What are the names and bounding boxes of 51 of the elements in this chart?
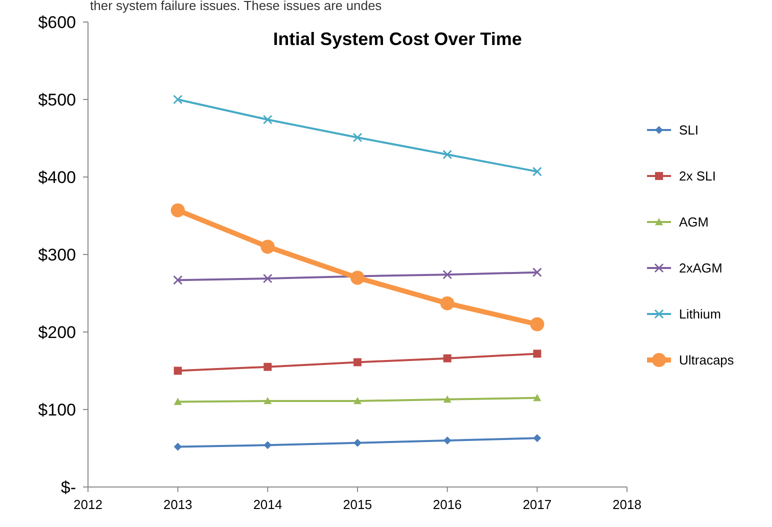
x-tick-label: 2016 bbox=[432, 497, 462, 512]
x-tick-label: 2017 bbox=[522, 497, 552, 512]
x-tick-label: 2014 bbox=[253, 497, 282, 512]
point bbox=[264, 441, 272, 450]
y-tick-label: $300 bbox=[38, 245, 76, 264]
point bbox=[264, 362, 272, 371]
x-tick-label: 2012 bbox=[74, 497, 102, 512]
point bbox=[533, 350, 542, 358]
y-tick-label: $400 bbox=[38, 168, 76, 187]
point bbox=[354, 358, 362, 366]
point bbox=[532, 268, 542, 278]
point bbox=[352, 132, 362, 142]
legend-label: 2xAGM bbox=[679, 260, 722, 276]
point bbox=[442, 150, 452, 160]
point bbox=[262, 274, 272, 284]
y-tick-label: $600 bbox=[38, 12, 76, 32]
point bbox=[174, 442, 182, 451]
point bbox=[354, 396, 362, 404]
point bbox=[532, 166, 542, 176]
y-tick-label: $200 bbox=[38, 322, 76, 342]
point bbox=[173, 94, 183, 104]
point bbox=[530, 317, 544, 332]
x-tick-label: 2013 bbox=[163, 497, 192, 512]
point bbox=[174, 398, 182, 405]
point bbox=[443, 395, 452, 403]
point bbox=[174, 366, 182, 375]
text: ther system failure issues. These issues are undes bbox=[90, 0, 382, 13]
point bbox=[262, 114, 272, 124]
y-tick-label: $100 bbox=[38, 400, 76, 420]
point bbox=[533, 434, 542, 442]
x-tick-label: 2015 bbox=[343, 497, 372, 512]
point bbox=[443, 354, 452, 362]
y-tick-label: $500 bbox=[38, 90, 76, 110]
legend-label: 2x SLI bbox=[679, 168, 716, 184]
legend-label: SLI bbox=[679, 122, 699, 138]
point bbox=[260, 240, 275, 254]
x-tick-label: 2018 bbox=[612, 497, 642, 512]
point bbox=[354, 438, 362, 447]
point bbox=[442, 270, 452, 280]
y-tick-label: $- bbox=[60, 478, 76, 497]
point bbox=[173, 275, 183, 285]
legend-label: Lithium bbox=[679, 306, 721, 322]
point bbox=[440, 296, 454, 310]
legend-label: AGM bbox=[679, 214, 709, 230]
point bbox=[264, 396, 272, 404]
point bbox=[443, 436, 452, 444]
point bbox=[533, 394, 542, 402]
chart-title: Intial System Cost Over Time bbox=[273, 29, 522, 49]
point bbox=[170, 203, 185, 218]
legend-label: Ultracaps bbox=[679, 352, 734, 368]
point bbox=[350, 270, 364, 285]
